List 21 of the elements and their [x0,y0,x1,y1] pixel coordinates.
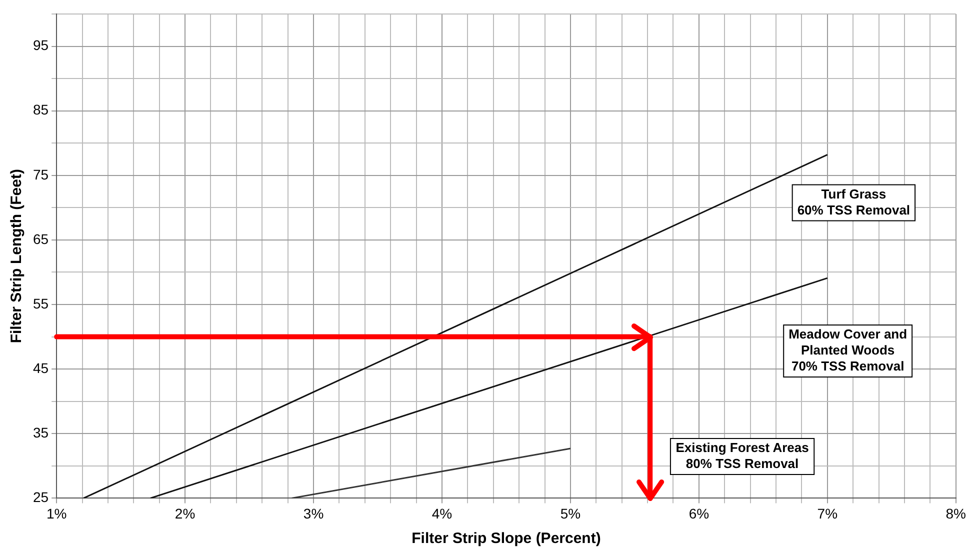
y-tick-label: 45 [32,360,49,376]
y-tick-label: 65 [32,230,49,247]
x-tick-label: 6% [688,505,710,522]
x-tick-label: 3% [303,505,324,522]
y-tick-label: 35 [32,424,49,440]
y-tick-label: 85 [32,102,49,118]
annotation: Meadow Cover and Planted Woods 70% TSS Removal [788,326,908,374]
x-tick-label: 1% [46,505,67,522]
x-tick-label: 5% [560,505,581,522]
x-tick-label: 7% [817,505,838,522]
annotation: Turf Grass 60% TSS Removal [797,186,910,218]
y-tick-label: 95 [32,37,49,54]
y-tick-label: 75 [32,166,49,182]
x-tick-label: 4% [432,505,452,522]
annotation: Existing Forest Areas 80% TSS Removal [676,440,809,472]
x-tick-label: 8% [946,505,966,522]
y-tick-label: 55 [32,295,49,312]
x-tick-label: 2% [174,505,196,522]
y-axis-title: Filter Strip Length (Feet) [8,169,26,344]
y-tick-label: 25 [32,489,49,506]
x-axis-title: Filter Strip Slope (Percent) [412,530,601,548]
